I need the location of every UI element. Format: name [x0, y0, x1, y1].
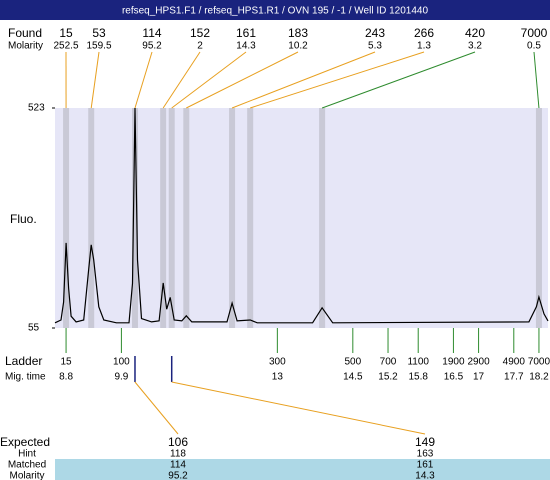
y-tick-label: 523 — [28, 103, 45, 114]
peak-band — [183, 108, 190, 328]
peak-band — [229, 108, 236, 328]
ladder-time: 15.2 — [378, 372, 398, 383]
ladder-size: 500 — [344, 357, 361, 368]
ladder-time: 15.8 — [408, 372, 428, 383]
peak-band — [168, 108, 175, 328]
found-size: 7000 — [521, 26, 548, 40]
row-label: Molarity — [9, 471, 44, 480]
found-molarity: 3.2 — [468, 41, 482, 52]
peak-band — [247, 108, 254, 328]
found-size: 420 — [465, 26, 485, 40]
ladder-time: 8.8 — [59, 372, 73, 383]
row-label: Matched — [8, 460, 46, 471]
found-molarity: 0.5 — [527, 41, 541, 52]
found-molarity: 5.3 — [368, 41, 382, 52]
expected-connector — [171, 381, 426, 435]
expected-expected: 106 — [168, 435, 188, 449]
found-size: 266 — [414, 26, 434, 40]
found-size: 243 — [365, 26, 385, 40]
found-size: 152 — [190, 26, 210, 40]
peak-band — [88, 108, 95, 328]
expected-matched: 114 — [170, 460, 186, 471]
found-connector — [533, 51, 540, 109]
title: refseq_HPS1.F1 / refseq_HPS1.R1 / OVN 19… — [122, 6, 429, 17]
ladder-label: Ladder — [5, 354, 42, 368]
molarity-label: Molarity — [8, 41, 43, 52]
expected-hint: 163 — [417, 449, 434, 460]
ladder-time: 17.7 — [504, 372, 524, 383]
row-label: Hint — [18, 449, 36, 460]
found-connector — [162, 51, 201, 109]
found-connector — [134, 51, 153, 109]
expected-expected: 149 — [415, 435, 435, 449]
ladder-time: 9.9 — [114, 372, 128, 383]
ladder-time: 16.5 — [444, 372, 464, 383]
ladder-size: 700 — [380, 357, 397, 368]
expected-matched: 161 — [417, 460, 434, 471]
ladder-time: 13 — [272, 372, 284, 383]
ladder-time: 17 — [473, 372, 485, 383]
expected-molarity: 95.2 — [168, 471, 188, 480]
ladder-size: 1900 — [442, 357, 465, 368]
found-size: 53 — [92, 26, 106, 40]
found-molarity: 10.2 — [288, 41, 308, 52]
mig-time-label: Mig. time — [5, 372, 46, 383]
found-connector — [231, 51, 376, 109]
found-label: Found — [8, 26, 42, 40]
trace — [54, 107, 549, 324]
found-size: 161 — [236, 26, 256, 40]
found-molarity: 159.5 — [86, 41, 111, 52]
peak-band — [535, 108, 542, 328]
peak-band — [131, 108, 138, 328]
found-size: 15 — [59, 26, 73, 40]
found-connector — [171, 51, 247, 109]
ladder-size: 300 — [269, 357, 286, 368]
found-connector — [186, 51, 299, 109]
found-molarity: 2 — [197, 41, 203, 52]
found-molarity: 95.2 — [142, 41, 162, 52]
found-molarity: 1.3 — [417, 41, 431, 52]
found-size: 114 — [142, 26, 161, 40]
expected-molarity: 14.3 — [415, 471, 435, 480]
found-connector — [250, 51, 425, 109]
peak-band — [63, 108, 70, 328]
ladder-size: 100 — [113, 357, 130, 368]
row-label: Expected — [0, 435, 50, 449]
expected-connector — [134, 381, 179, 435]
y-axis-label: Fluo. — [10, 212, 37, 226]
found-size: 183 — [288, 26, 308, 40]
peak-band — [160, 108, 167, 328]
ladder-size: 15 — [61, 357, 73, 368]
ladder-size: 7000 — [528, 357, 550, 368]
y-tick-label: 55 — [28, 323, 40, 334]
ladder-size: 2900 — [467, 357, 490, 368]
ladder-time: 18.2 — [529, 372, 549, 383]
title-bar — [0, 0, 550, 20]
found-molarity: 252.5 — [53, 41, 78, 52]
plot-area — [55, 108, 548, 328]
expected-hint: 118 — [170, 449, 186, 460]
ladder-size: 4900 — [503, 357, 526, 368]
found-connector — [90, 51, 100, 109]
found-molarity: 14.3 — [236, 41, 256, 52]
found-connector — [321, 51, 476, 109]
ladder-size: 1100 — [407, 357, 429, 368]
peak-band — [319, 108, 326, 328]
highlight-row — [55, 459, 550, 480]
ladder-time: 14.5 — [343, 372, 363, 383]
